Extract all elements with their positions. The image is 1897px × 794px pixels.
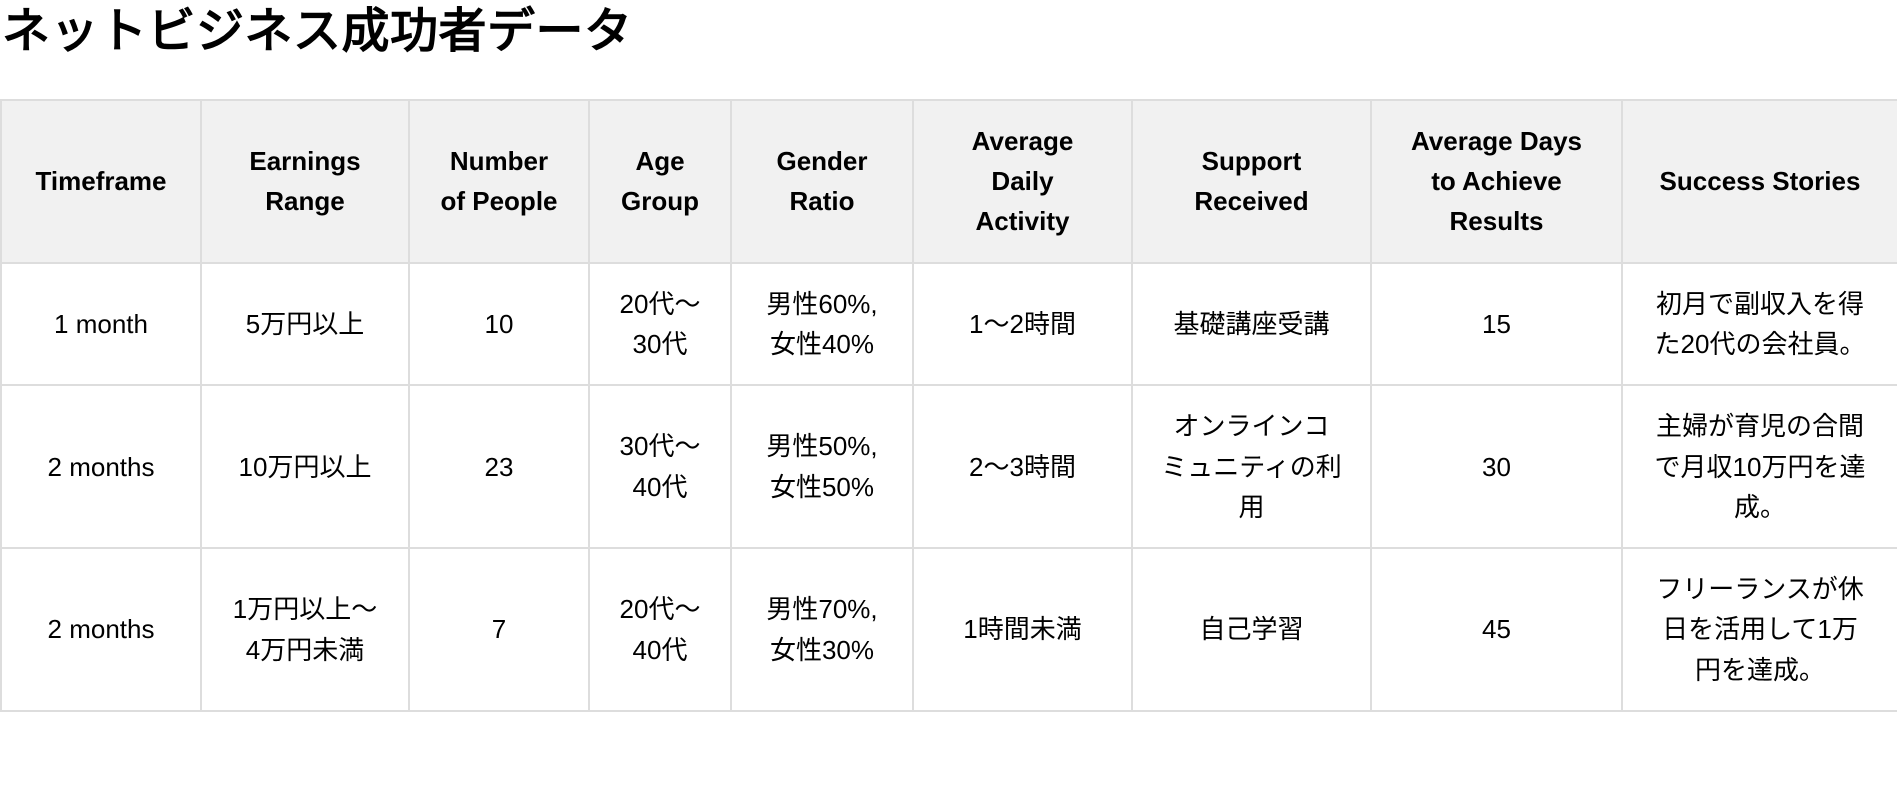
page-title: ネットビジネス成功者データ bbox=[2, 5, 633, 58]
cell-timeframe: 1 month bbox=[0, 261, 202, 387]
cell-support-received: 基礎講座受講 bbox=[1131, 261, 1372, 387]
cell-number-of-people: 7 bbox=[408, 547, 590, 713]
col-header-average-daily-activity: Average Daily Activity bbox=[912, 98, 1133, 264]
cell-gender-ratio: 男性60%, 女性40% bbox=[730, 261, 914, 387]
success-data-table: Timeframe Earnings Range Number of Peopl… bbox=[0, 98, 1897, 713]
cell-age-group: 20代～30代 bbox=[588, 261, 732, 387]
cell-support-received: 自己学習 bbox=[1131, 547, 1372, 713]
cell-timeframe: 2 months bbox=[0, 547, 202, 713]
table-row: 2 months 1万円以上～4万円未満 7 20代～40代 男性70%, 女性… bbox=[0, 547, 1897, 713]
cell-number-of-people: 10 bbox=[408, 261, 590, 387]
cell-average-daily-activity: 2～3時間 bbox=[912, 384, 1133, 550]
cell-gender-ratio: 男性70%, 女性30% bbox=[730, 547, 914, 713]
col-header-timeframe: Timeframe bbox=[0, 98, 202, 264]
cell-timeframe: 2 months bbox=[0, 384, 202, 550]
cell-earnings-range: 10万円以上 bbox=[200, 384, 410, 550]
header-row: Timeframe Earnings Range Number of Peopl… bbox=[0, 98, 1897, 264]
col-header-earnings-range: Earnings Range bbox=[200, 98, 410, 264]
cell-success-story: 主婦が育児の合間で月収10万円を達成。 bbox=[1621, 384, 1897, 550]
cell-success-story: 初月で副収入を得た20代の会社員。 bbox=[1621, 261, 1897, 387]
col-header-number-of-people: Number of People bbox=[408, 98, 590, 264]
col-header-support-received: Support Received bbox=[1131, 98, 1372, 264]
table-row: 1 month 5万円以上 10 20代～30代 男性60%, 女性40% 1～… bbox=[0, 261, 1897, 387]
cell-success-story: フリーランスが休日を活用して1万円を達成。 bbox=[1621, 547, 1897, 713]
cell-average-daily-activity: 1時間未満 bbox=[912, 547, 1133, 713]
cell-age-group: 20代～40代 bbox=[588, 547, 732, 713]
cell-age-group: 30代～40代 bbox=[588, 384, 732, 550]
cell-support-received: オンラインコミュニティの利用 bbox=[1131, 384, 1372, 550]
cell-earnings-range: 5万円以上 bbox=[200, 261, 410, 387]
cell-average-days: 45 bbox=[1370, 547, 1623, 713]
col-header-average-days-to-achieve-results: Average Days to Achieve Results bbox=[1370, 98, 1623, 264]
cell-number-of-people: 23 bbox=[408, 384, 590, 550]
cell-earnings-range: 1万円以上～4万円未満 bbox=[200, 547, 410, 713]
cell-average-days: 30 bbox=[1370, 384, 1623, 550]
table-row: 2 months 10万円以上 23 30代～40代 男性50%, 女性50% … bbox=[0, 384, 1897, 550]
cell-gender-ratio: 男性50%, 女性50% bbox=[730, 384, 914, 550]
col-header-success-stories: Success Stories bbox=[1621, 98, 1897, 264]
cell-average-days: 15 bbox=[1370, 261, 1623, 387]
col-header-age-group: Age Group bbox=[588, 98, 732, 264]
cell-average-daily-activity: 1～2時間 bbox=[912, 261, 1133, 387]
col-header-gender-ratio: Gender Ratio bbox=[730, 98, 914, 264]
